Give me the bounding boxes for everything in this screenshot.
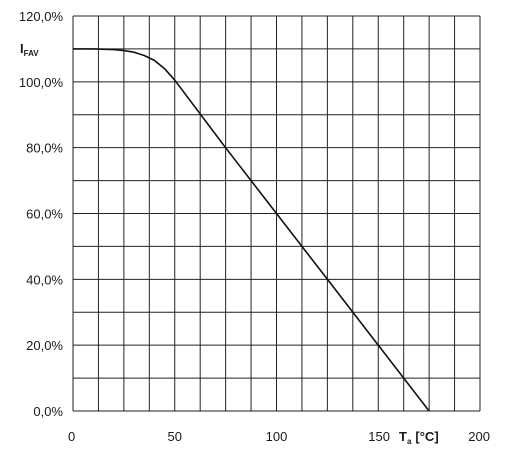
x-tick-label: 0	[68, 429, 75, 444]
x-tick-label: 150	[368, 429, 390, 444]
x-axis-label: Ta [°C]	[399, 429, 439, 446]
y-tick-labels: 0,0% 20,0% 40,0% 60,0% 80,0% 100,0% 120,0%	[19, 9, 64, 419]
y-tick-label: 100,0%	[19, 75, 64, 90]
x-tick-label: 200	[468, 429, 490, 444]
y-tick-label: 0,0%	[33, 404, 63, 419]
y-tick-label: 40,0%	[26, 272, 63, 287]
y-tick-label: 120,0%	[19, 9, 64, 24]
y-tick-label: 60,0%	[26, 207, 63, 222]
y-tick-label: 20,0%	[26, 338, 63, 353]
x-tick-label: 100	[266, 429, 288, 444]
derating-curve	[73, 48, 430, 412]
y-tick-label: 80,0%	[26, 141, 63, 156]
grid	[72, 15, 481, 412]
y-axis-label: IFAV	[20, 41, 39, 58]
series-layer	[73, 48, 430, 412]
x-tick-labels: 0 50 100 150 200	[68, 429, 490, 444]
x-tick-label: 50	[168, 429, 182, 444]
